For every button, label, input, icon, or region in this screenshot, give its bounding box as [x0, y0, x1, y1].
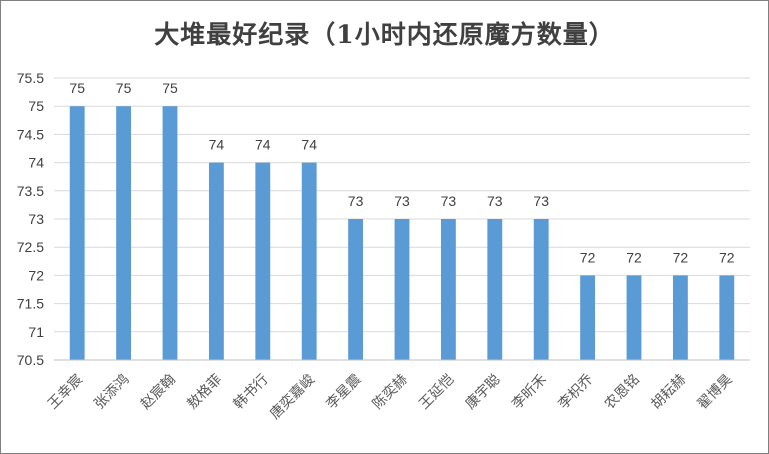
- x-tick-label: 康宇聪: [462, 371, 504, 413]
- x-tick-label: 王幸宸: [44, 371, 86, 413]
- y-tick-label: 73.5: [17, 183, 44, 199]
- bar: [69, 106, 85, 360]
- data-label: 75: [116, 80, 132, 96]
- bar: [394, 219, 410, 360]
- bar: [301, 162, 317, 360]
- x-tick-label: 李枳乔: [555, 372, 596, 413]
- bar: [255, 162, 271, 360]
- x-tick-label: 赵宸翰: [137, 371, 179, 413]
- x-tick-label: 王延恺: [416, 372, 457, 413]
- x-tick-label: 李昕禾: [509, 372, 550, 413]
- x-tick-label: 农恩铭: [602, 372, 643, 413]
- bar: [672, 275, 688, 360]
- y-tick-label: 70.5: [17, 352, 44, 368]
- y-tick-label: 75.5: [17, 70, 44, 86]
- bar: [208, 162, 224, 360]
- x-tick-label: 敖格菲: [184, 372, 225, 413]
- data-label: 72: [673, 249, 689, 265]
- x-tick-label: 唐奕嘉峻: [266, 371, 318, 423]
- bar: [162, 106, 178, 360]
- data-label: 73: [394, 193, 410, 209]
- data-label: 72: [719, 249, 735, 265]
- x-tick-label: 李星震: [323, 372, 364, 413]
- data-label: 74: [255, 137, 271, 153]
- data-label: 73: [487, 193, 503, 209]
- bar: [626, 275, 642, 360]
- x-tick-label: 翟博昊: [694, 371, 736, 413]
- bar: [533, 219, 549, 360]
- y-tick-label: 74: [28, 155, 44, 171]
- bar: [580, 275, 596, 360]
- y-tick-label: 73: [28, 211, 44, 227]
- chart-title: 大堆最好纪录（1小时内还原魔方数量）: [154, 20, 615, 49]
- y-axis-ticks: 70.5 71 71.5 72 72.5 73 73.5 74 74.5 75 75.5: [17, 70, 44, 368]
- data-label: 72: [626, 249, 642, 265]
- data-labels: 75 75 75 74 74 74 73 73 73 73 73 72 72 72 72: [69, 80, 734, 265]
- bars: [69, 106, 735, 360]
- y-tick-label: 74.5: [17, 126, 44, 142]
- data-label: 74: [301, 137, 317, 153]
- data-label: 75: [69, 80, 85, 96]
- y-tick-label: 72: [28, 267, 44, 283]
- x-tick-label: 胡耘赫: [648, 372, 689, 413]
- bar: [116, 106, 132, 360]
- y-tick-label: 75: [28, 98, 44, 114]
- data-label: 73: [533, 193, 549, 209]
- bar: [719, 275, 735, 360]
- x-tick-label: 张添鸿: [91, 371, 133, 413]
- data-label: 72: [580, 249, 596, 265]
- bar: [348, 219, 364, 360]
- data-label: 74: [209, 137, 225, 153]
- data-label: 73: [441, 193, 457, 209]
- bar: [487, 219, 503, 360]
- data-label: 73: [348, 193, 364, 209]
- data-label: 75: [162, 80, 178, 96]
- x-tick-label: 陈奕赫: [369, 371, 411, 413]
- y-tick-label: 71.5: [17, 296, 44, 312]
- x-tick-label: 韩书行: [231, 372, 272, 413]
- y-tick-label: 71: [28, 324, 44, 340]
- y-tick-label: 72.5: [17, 239, 44, 255]
- bar: [440, 219, 456, 360]
